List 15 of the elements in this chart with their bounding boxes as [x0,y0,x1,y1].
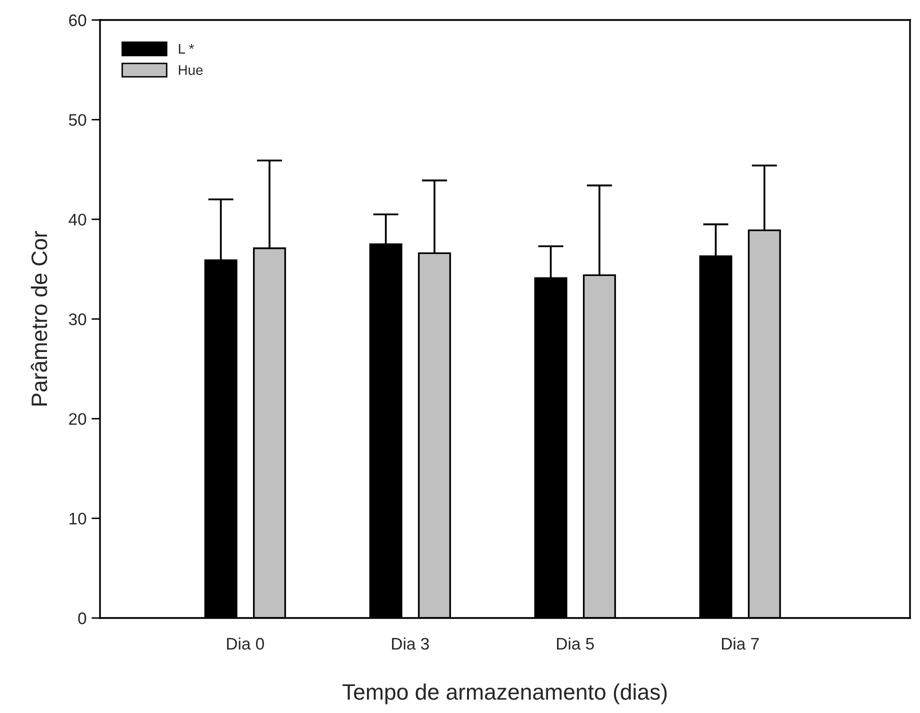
y-tick-label: 40 [68,214,86,226]
y-tick-label: 60 [69,14,86,26]
x-tick-label: Dia 5 [557,637,594,650]
legend-label: L * [178,44,194,54]
x-tick-label: Dia 3 [392,637,429,650]
y-tick-label: 30 [68,313,86,326]
legend-label: Hue [178,65,203,75]
x-axis-title: Tempo de armazenamento (dias) [342,684,667,704]
x-tick-label: Dia 0 [227,637,264,650]
y-tick-label: 20 [69,413,86,425]
y-tick-label: 50 [68,114,86,126]
y-axis-title: Parâmetro de Cor [30,231,48,406]
y-tick-label: 0 [78,612,86,624]
x-tick-label: Dia 7 [722,637,759,650]
y-tick-label: 10 [70,512,86,525]
